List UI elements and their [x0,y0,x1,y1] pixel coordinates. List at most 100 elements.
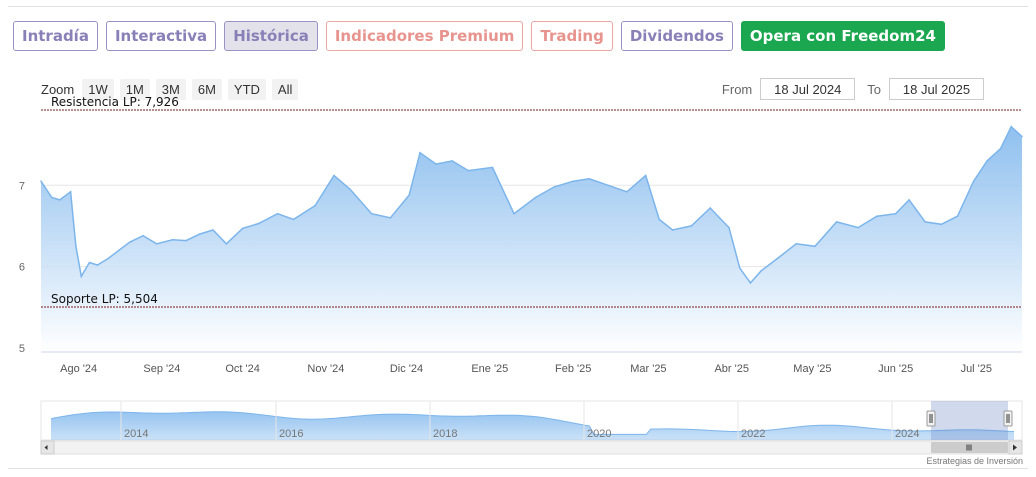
data-point [553,186,556,188]
plot-line-label: Resistencia LP: 7,926 [51,95,179,109]
data-point [75,245,77,248]
data-point [835,221,838,223]
navigator-year-label: 2014 [124,428,148,440]
series-area [40,125,1023,352]
to-date-input[interactable]: 18 Jul 2025 [889,78,984,100]
data-point [814,245,816,248]
bottom-divider [8,468,1028,469]
data-point [513,212,515,215]
y-axis: 5 6 7 [19,180,25,355]
data-point [999,147,1002,150]
data-point [155,243,158,245]
series-area-fill [41,126,1022,352]
navigator-left-handle[interactable] [926,410,936,427]
x-tick-label: Abr '25 [714,363,749,375]
x-tick-label: Ene '25 [471,363,508,375]
navigator-line [50,411,1015,435]
data-point [1021,135,1023,138]
navigator-area [51,411,1014,440]
navigator-year-label: 2022 [741,428,765,440]
x-tick-label: May '25 [793,363,831,375]
data-point [96,264,99,266]
navigator-year-label: 2020 [587,428,611,440]
tab-indicadores-premium[interactable]: Indicadores Premium [325,21,524,51]
top-divider [8,6,1028,7]
tab-dividendos[interactable]: Dividendos [620,21,733,51]
data-point [690,225,693,227]
x-tick-label: Sep '24 [143,363,180,375]
navigator-year-label: 2024 [895,428,919,440]
data-point [572,180,574,182]
data-point [142,234,144,237]
data-point [876,215,878,217]
arrow-left-icon [44,445,48,450]
data-point [349,188,351,191]
y-tick-label: 7 [19,180,25,192]
arrow-right-icon [1013,444,1017,451]
data-point [644,174,647,177]
data-point [171,239,174,241]
tab-intradia[interactable]: Intradía [13,21,98,51]
data-point [739,267,741,270]
data-point [626,191,628,193]
zoom-3m-button[interactable]: 3M [155,79,186,100]
tab-interactiva[interactable]: Interactiva [105,21,217,51]
zoom-6m-button[interactable]: 6M [191,79,222,100]
scrollbar-track[interactable] [40,440,1023,455]
data-point [894,212,897,215]
data-point [588,178,591,180]
tab-trading[interactable]: Trading [531,21,613,51]
data-point [671,229,674,231]
data-point [88,261,91,264]
data-point [658,218,660,221]
data-point [924,221,926,223]
to-label: To [867,81,881,97]
opera-freedom24-button[interactable]: Opera con Freedom24 [740,21,945,51]
data-point [389,217,392,219]
zoom-1m-button[interactable]: 1M [119,79,150,100]
data-point [534,196,537,199]
zoom-selector: Zoom 1W 1M 3M 6M YTD All [41,79,299,100]
data-point [467,169,470,172]
navigator-year-label: 2016 [279,428,303,440]
data-point [107,257,109,260]
navigator[interactable]: 2014 2016 2018 2020 2022 2024 [40,400,1023,455]
data-point [128,241,131,243]
tab-historica[interactable]: Histórica [224,21,318,51]
date-range-selector: From 18 Jul 2024 To 18 Jul 2025 [722,78,984,100]
data-point [69,191,72,193]
from-date-input[interactable]: 18 Jul 2024 [760,78,856,100]
data-point [857,226,859,229]
x-tick-label: Dic '24 [390,363,423,375]
data-point [986,160,988,162]
navigator-right-handle[interactable] [1003,410,1013,427]
data-point [118,249,120,252]
x-tick-label: Ago '24 [60,363,97,375]
data-point [940,223,943,226]
data-point [419,151,421,154]
x-tick-label: Mar '25 [630,363,666,375]
plot-lines: Resistencia LP: 7,926 Soporte LP: 5,504 [41,95,1022,308]
data-point [749,282,752,284]
data-point [257,222,260,225]
data-point [795,243,797,245]
data-point [760,269,763,272]
zoom-1w-button[interactable]: 1W [82,79,114,100]
navigator-selection [931,401,1008,440]
zoom-all-button[interactable]: All [271,79,299,100]
y-tick-label: 6 [19,262,25,274]
data-point [972,180,975,182]
y-tick-label: 5 [19,343,25,355]
data-point [314,204,316,207]
x-tick-label: Jun '25 [878,363,913,375]
data-point [185,239,187,242]
data-point [408,194,411,196]
data-point [225,243,228,245]
data-point [491,166,494,169]
zoom-ytd-button[interactable]: YTD [227,79,266,100]
navigator-year-label: 2018 [433,428,457,440]
data-point [1010,125,1012,128]
data-point [40,180,42,182]
data-point [776,257,779,260]
